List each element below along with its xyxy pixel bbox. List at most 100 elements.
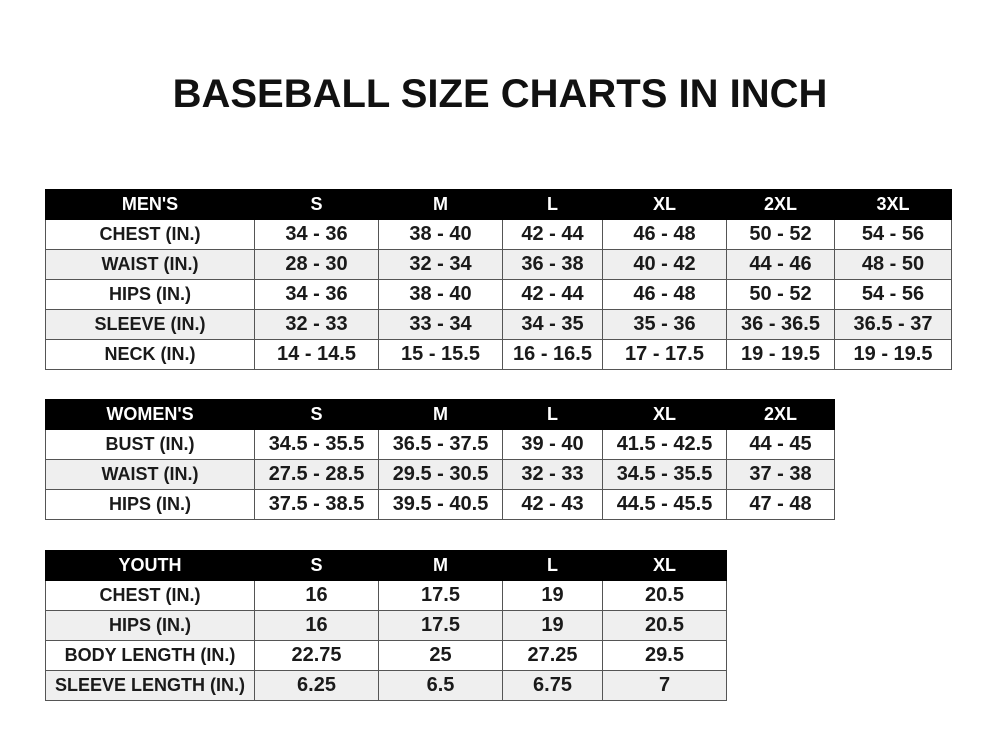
size-value: 42 - 44	[502, 279, 603, 310]
measurement-label: HIPS (IN.)	[45, 489, 255, 520]
measurement-label: WAIST (IN.)	[45, 249, 255, 280]
size-value: 19 - 19.5	[834, 339, 952, 370]
size-value: 17.5	[378, 610, 503, 641]
header-row: WOMEN'S S M L XL 2XL	[45, 399, 835, 430]
measurement-label: WAIST (IN.)	[45, 459, 255, 490]
size-value: 36 - 36.5	[726, 309, 835, 340]
womens-size-table: WOMEN'S S M L XL 2XL BUST (IN.) 34.5 - 35.5 36.5…	[45, 399, 835, 520]
size-value: 17.5	[378, 580, 503, 611]
table-row: HIPS (IN.) 34 - 36 38 - 40 42 - 44 46 - 48 50…	[45, 279, 952, 310]
size-value: 35 - 36	[602, 309, 727, 340]
measurement-label: NECK (IN.)	[45, 339, 255, 370]
size-value: 44 - 45	[726, 429, 835, 460]
size-value: 6.25	[254, 670, 379, 701]
size-value: 34.5 - 35.5	[602, 459, 727, 490]
size-value: 27.5 - 28.5	[254, 459, 379, 490]
table-row: BODY LENGTH (IN.) 22.75 25 27.25 29.5	[45, 640, 727, 671]
table-row: CHEST (IN.) 16 17.5 19 20.5	[45, 580, 727, 611]
size-value: 19	[502, 610, 603, 641]
size-value: 20.5	[602, 580, 727, 611]
measurement-label: BUST (IN.)	[45, 429, 255, 460]
size-header: 3XL	[834, 189, 952, 220]
size-value: 19	[502, 580, 603, 611]
size-value: 46 - 48	[602, 279, 727, 310]
size-value: 39.5 - 40.5	[378, 489, 503, 520]
table-row: WAIST (IN.) 28 - 30 32 - 34 36 - 38 40 - 42 4…	[45, 249, 952, 280]
size-value: 16 - 16.5	[502, 339, 603, 370]
page-title: BASEBALL SIZE CHARTS IN INCH	[172, 72, 828, 116]
size-value: 48 - 50	[834, 249, 952, 280]
size-value: 20.5	[602, 610, 727, 641]
table-row: HIPS (IN.) 16 17.5 19 20.5	[45, 610, 727, 641]
size-value: 38 - 40	[378, 279, 503, 310]
table-row: WAIST (IN.) 27.5 - 28.5 29.5 - 30.5 32 - 33…	[45, 459, 835, 490]
size-header: 2XL	[726, 399, 835, 430]
measurement-label: CHEST (IN.)	[45, 580, 255, 611]
size-value: 36 - 38	[502, 249, 603, 280]
size-value: 40 - 42	[602, 249, 727, 280]
category-header: MEN'S	[45, 189, 255, 220]
size-value: 29.5 - 30.5	[378, 459, 503, 490]
measurement-label: BODY LENGTH (IN.)	[45, 640, 255, 671]
size-header: L	[502, 399, 603, 430]
size-value: 54 - 56	[834, 219, 952, 250]
size-value: 36.5 - 37.5	[378, 429, 503, 460]
size-value: 14 - 14.5	[254, 339, 379, 370]
table-row: NECK (IN.) 14 - 14.5 15 - 15.5 16 - 16.5 17 …	[45, 339, 952, 370]
size-header: M	[378, 550, 503, 581]
size-value: 41.5 - 42.5	[602, 429, 727, 460]
size-value: 16	[254, 610, 379, 641]
size-header: S	[254, 550, 379, 581]
size-value: 42 - 43	[502, 489, 603, 520]
size-value: 25	[378, 640, 503, 671]
category-header: YOUTH	[45, 550, 255, 581]
size-value: 34 - 36	[254, 219, 379, 250]
size-value: 17 - 17.5	[602, 339, 727, 370]
size-value: 34.5 - 35.5	[254, 429, 379, 460]
size-value: 6.75	[502, 670, 603, 701]
table-row: CHEST (IN.) 34 - 36 38 - 40 42 - 44 46 - 48 5…	[45, 219, 952, 250]
size-value: 32 - 33	[502, 459, 603, 490]
size-value: 19 - 19.5	[726, 339, 835, 370]
measurement-label: SLEEVE LENGTH (IN.)	[45, 670, 255, 701]
size-value: 39 - 40	[502, 429, 603, 460]
size-header: 2XL	[726, 189, 835, 220]
size-header: XL	[602, 399, 727, 430]
size-header: XL	[602, 189, 727, 220]
size-header: L	[502, 189, 603, 220]
size-value: 37 - 38	[726, 459, 835, 490]
table-row: SLEEVE (IN.) 32 - 33 33 - 34 34 - 35 35 - 36…	[45, 309, 952, 340]
size-value: 32 - 33	[254, 309, 379, 340]
size-header: M	[378, 189, 503, 220]
size-value: 28 - 30	[254, 249, 379, 280]
size-value: 6.5	[378, 670, 503, 701]
category-header: WOMEN'S	[45, 399, 255, 430]
measurement-label: HIPS (IN.)	[45, 610, 255, 641]
size-value: 15 - 15.5	[378, 339, 503, 370]
table-row: HIPS (IN.) 37.5 - 38.5 39.5 - 40.5 42 - 43 4…	[45, 489, 835, 520]
table-row: BUST (IN.) 34.5 - 35.5 36.5 - 37.5 39 - 40 4…	[45, 429, 835, 460]
size-header: XL	[602, 550, 727, 581]
size-value: 16	[254, 580, 379, 611]
size-value: 44 - 46	[726, 249, 835, 280]
size-header: S	[254, 189, 379, 220]
header-row: MEN'S S M L XL 2XL 3XL	[45, 189, 952, 220]
measurement-label: CHEST (IN.)	[45, 219, 255, 250]
size-value: 46 - 48	[602, 219, 727, 250]
size-value: 29.5	[602, 640, 727, 671]
table-row: SLEEVE LENGTH (IN.) 6.25 6.5 6.75 7	[45, 670, 727, 701]
size-value: 50 - 52	[726, 219, 835, 250]
size-value: 54 - 56	[834, 279, 952, 310]
size-value: 44.5 - 45.5	[602, 489, 727, 520]
size-value: 34 - 35	[502, 309, 603, 340]
measurement-label: HIPS (IN.)	[45, 279, 255, 310]
header-row: YOUTH S M L XL	[45, 550, 727, 581]
youth-size-table: YOUTH S M L XL CHEST (IN.) 16 17.5 19 20.5 HIPS (I…	[45, 550, 727, 701]
mens-size-table: MEN'S S M L XL 2XL 3XL CHEST (IN.) 34 - 36 38 - 4…	[45, 189, 952, 370]
size-value: 42 - 44	[502, 219, 603, 250]
size-value: 33 - 34	[378, 309, 503, 340]
measurement-label: SLEEVE (IN.)	[45, 309, 255, 340]
size-value: 7	[602, 670, 727, 701]
size-value: 50 - 52	[726, 279, 835, 310]
size-value: 22.75	[254, 640, 379, 671]
